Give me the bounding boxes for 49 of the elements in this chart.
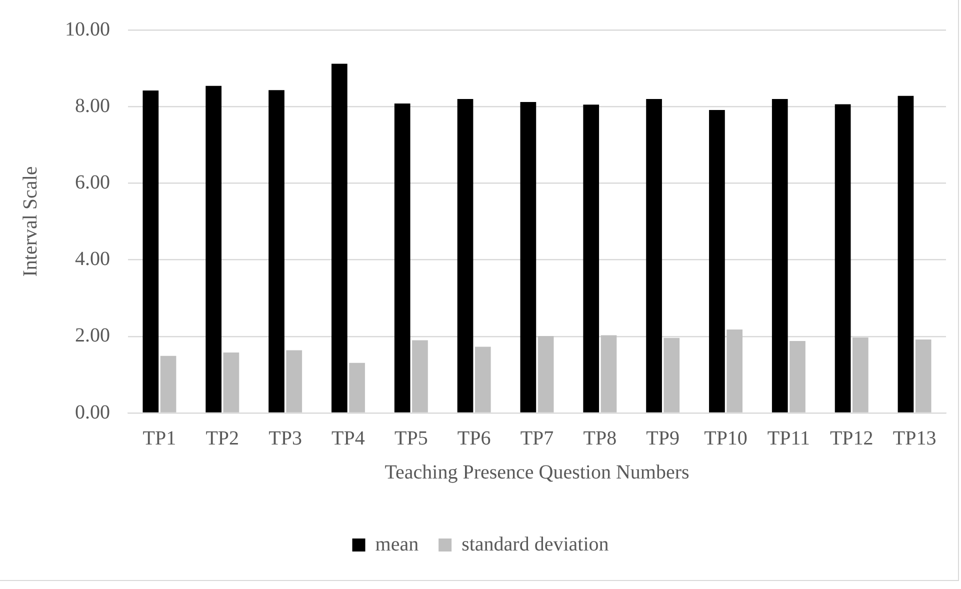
bar	[268, 90, 284, 412]
bar	[898, 96, 914, 412]
y-tick-label: 2.00	[75, 324, 110, 347]
bar	[664, 338, 680, 412]
x-axis-title: Teaching Presence Question Numbers	[384, 461, 690, 484]
legend-label: mean	[375, 533, 419, 556]
bar	[223, 352, 240, 412]
bar	[834, 104, 851, 412]
bar	[412, 340, 428, 412]
bar	[474, 346, 491, 412]
bar	[772, 98, 788, 412]
x-tick-label: TP2	[206, 427, 240, 450]
bar	[160, 356, 176, 412]
bar	[915, 339, 932, 412]
bar	[852, 338, 868, 412]
bar	[286, 350, 302, 412]
y-tick-label: 10.00	[65, 18, 110, 40]
y-axis-title: Interval Scale	[19, 166, 42, 277]
legend-label: standard deviation	[462, 533, 609, 556]
x-tick-label: TP10	[704, 427, 748, 450]
x-tick-label: TP7	[520, 427, 554, 450]
bar	[142, 90, 159, 412]
bar	[538, 336, 554, 412]
x-tick-label: TP1	[142, 427, 176, 450]
bar	[726, 330, 743, 412]
bar	[790, 340, 806, 412]
bar	[600, 335, 617, 412]
x-tick-label: TP5	[394, 427, 428, 450]
x-tick-label: TP12	[830, 427, 874, 450]
x-tick-label: TP13	[892, 427, 936, 450]
bar	[457, 98, 474, 412]
bar	[646, 98, 662, 412]
y-tick-label: 4.00	[75, 248, 110, 270]
bar	[394, 104, 410, 412]
bar	[331, 64, 348, 412]
bar	[206, 86, 222, 412]
bar	[583, 104, 600, 412]
x-tick-label: TP6	[457, 427, 491, 450]
bar	[349, 362, 365, 412]
x-tick-label: TP3	[268, 427, 302, 450]
y-tick-label: 6.00	[75, 171, 110, 194]
bar	[520, 102, 536, 412]
x-tick-label: TP11	[767, 427, 810, 450]
bar	[709, 110, 725, 412]
x-tick-label: TP9	[646, 427, 680, 450]
y-tick-label: 0.00	[75, 401, 110, 424]
x-tick-label: TP4	[332, 427, 365, 450]
x-tick-label: TP8	[583, 427, 617, 450]
y-tick-label: 8.00	[75, 94, 110, 117]
